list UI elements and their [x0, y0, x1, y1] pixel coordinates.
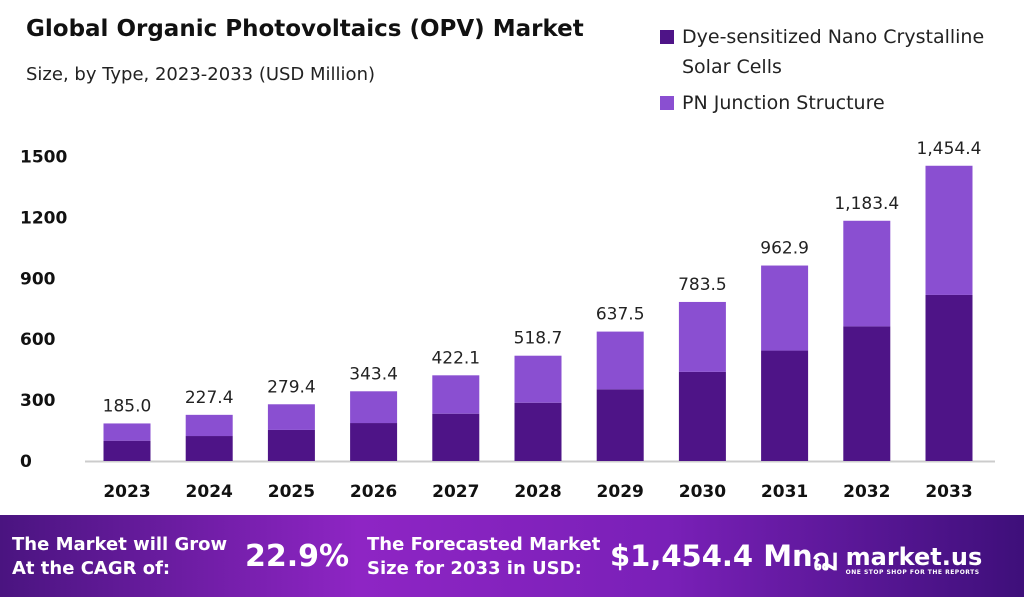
bar-segment-dye-sensitized [103, 440, 151, 461]
x-tick-label: 2031 [761, 482, 808, 502]
data-label: 422.1 [431, 348, 480, 368]
forecast-label-line: Size for 2033 in USD: [367, 558, 582, 579]
bar-segment-pn-junction [678, 301, 726, 372]
bar-segment-pn-junction [761, 265, 809, 351]
bar-segment-dye-sensitized [432, 413, 480, 461]
bar-segment-dye-sensitized [267, 429, 315, 461]
y-tick-label: 300 [20, 391, 56, 411]
logo-icon: ฌ [812, 543, 838, 578]
bar-segment-dye-sensitized [925, 294, 973, 461]
bar-segment-pn-junction [432, 375, 480, 414]
bar-segment-pn-junction [843, 220, 891, 327]
legend-item: PN Junction Structure [660, 88, 1024, 118]
logo-tagline: ONE STOP SHOP FOR THE REPORTS [845, 569, 980, 576]
data-label: 783.5 [678, 275, 727, 295]
x-tick-label: 2030 [679, 482, 726, 502]
y-tick-label: 1200 [20, 208, 67, 228]
cagr-label: The Market will Grow At the CAGR of: [12, 533, 227, 581]
cagr-value: 22.9% [245, 539, 350, 574]
x-tick-label: 2029 [597, 482, 644, 502]
market-us-logo: ฌ market.us ONE STOP SHOP FOR THE REPORTS [812, 537, 982, 584]
data-label: 343.4 [349, 364, 398, 384]
bar-segment-pn-junction [514, 355, 562, 403]
bar-segment-dye-sensitized [185, 436, 233, 461]
x-tick-label: 2023 [103, 482, 150, 502]
data-label: 962.9 [760, 239, 809, 259]
x-tick-label: 2033 [925, 482, 972, 502]
data-label: 227.4 [185, 388, 234, 408]
bar-segment-dye-sensitized [678, 371, 726, 461]
x-tick-label: 2032 [843, 482, 890, 502]
footer-banner: The Market will Grow At the CAGR of: 22.9… [0, 515, 1024, 597]
y-tick-label: 1500 [20, 148, 67, 168]
x-tick-label: 2028 [514, 482, 561, 502]
bar-segment-pn-junction [925, 165, 973, 295]
bar-segment-dye-sensitized [843, 326, 891, 461]
bar-segment-dye-sensitized [761, 350, 809, 461]
y-tick-label: 600 [20, 330, 56, 350]
bar-segment-pn-junction [103, 423, 151, 441]
chart-subtitle: Size, by Type, 2023-2033 (USD Million) [26, 64, 375, 85]
forecast-value: $1,454.4 Mn [610, 539, 813, 573]
x-tick-label: 2026 [350, 482, 397, 502]
legend-label: PN Junction Structure [682, 92, 885, 114]
data-label: 637.5 [596, 305, 645, 325]
data-label: 1,454.4 [917, 139, 982, 159]
y-tick-label: 900 [20, 269, 56, 289]
legend-label: Dye-sensitized Nano Crystalline Solar Ce… [682, 26, 985, 78]
bar-chart: 0 300 600 900 1200 1500 185.0 2023 227.4 2024 279.… [20, 139, 995, 502]
logo-name: market.us [845, 543, 983, 571]
cagr-label-line: The Market will Grow [12, 534, 228, 555]
y-tick-label: 0 [20, 452, 32, 472]
bar-segment-pn-junction [596, 331, 644, 390]
data-label: 279.4 [267, 377, 316, 397]
x-tick-label: 2025 [268, 482, 315, 502]
data-label: 518.7 [514, 329, 563, 349]
legend: Dye-sensitized Nano Crystalline Solar Ce… [660, 22, 1024, 124]
bar-segment-dye-sensitized [350, 423, 398, 461]
bar-segment-dye-sensitized [596, 389, 644, 461]
bar-segment-dye-sensitized [514, 402, 562, 461]
cagr-label-line: At the CAGR of: [12, 558, 171, 579]
bar-segment-pn-junction [350, 391, 398, 424]
data-label: 185.0 [103, 396, 152, 416]
legend-item: Dye-sensitized Nano Crystalline Solar Ce… [660, 22, 1024, 82]
bar-segment-pn-junction [185, 414, 233, 437]
legend-swatch [660, 30, 674, 44]
forecast-label-line: The Forecasted Market [367, 534, 601, 555]
legend-swatch [660, 96, 674, 110]
forecast-label: The Forecasted Market Size for 2033 in US… [367, 533, 600, 581]
x-tick-label: 2027 [432, 482, 479, 502]
chart-title: Global Organic Photovoltaics (OPV) Marke… [26, 16, 584, 42]
data-label: 1,183.4 [834, 194, 899, 214]
bar-segment-pn-junction [267, 404, 315, 430]
x-tick-label: 2024 [186, 482, 233, 502]
